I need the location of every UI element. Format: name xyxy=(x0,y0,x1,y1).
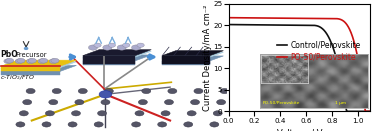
Circle shape xyxy=(158,122,167,127)
Polygon shape xyxy=(83,61,135,65)
Polygon shape xyxy=(162,56,210,64)
Polygon shape xyxy=(162,56,223,61)
Circle shape xyxy=(23,100,32,105)
Circle shape xyxy=(42,122,51,127)
Circle shape xyxy=(17,58,25,63)
Circle shape xyxy=(101,100,110,105)
Circle shape xyxy=(103,45,112,50)
Circle shape xyxy=(187,111,196,116)
Circle shape xyxy=(26,88,35,94)
Polygon shape xyxy=(1,60,76,66)
Circle shape xyxy=(117,45,126,50)
Polygon shape xyxy=(83,51,151,57)
Circle shape xyxy=(15,59,23,64)
Polygon shape xyxy=(162,61,210,65)
Circle shape xyxy=(99,91,112,98)
Circle shape xyxy=(52,88,61,94)
Circle shape xyxy=(51,58,59,63)
Circle shape xyxy=(161,111,170,116)
Polygon shape xyxy=(83,55,151,61)
Legend: Control/Perovskite, PO-50/Perovskite: Control/Perovskite, PO-50/Perovskite xyxy=(274,38,364,64)
Polygon shape xyxy=(83,50,151,56)
Circle shape xyxy=(6,58,14,63)
Text: c-TiO$_2$/FTO: c-TiO$_2$/FTO xyxy=(0,73,35,81)
Circle shape xyxy=(98,111,107,116)
Circle shape xyxy=(220,88,229,94)
Circle shape xyxy=(132,122,141,127)
Circle shape xyxy=(25,48,28,49)
Circle shape xyxy=(45,111,54,116)
Polygon shape xyxy=(162,51,223,56)
Circle shape xyxy=(26,59,35,64)
Circle shape xyxy=(49,100,58,105)
Circle shape xyxy=(16,122,25,127)
Polygon shape xyxy=(162,52,223,57)
Circle shape xyxy=(164,100,174,105)
Circle shape xyxy=(142,88,151,94)
Circle shape xyxy=(191,100,200,105)
Circle shape xyxy=(108,43,116,47)
Circle shape xyxy=(94,122,103,127)
Circle shape xyxy=(138,100,147,105)
Circle shape xyxy=(94,43,101,47)
Circle shape xyxy=(68,122,77,127)
Circle shape xyxy=(194,88,203,94)
Circle shape xyxy=(104,88,113,94)
Polygon shape xyxy=(83,56,135,64)
Circle shape xyxy=(19,111,28,116)
Circle shape xyxy=(40,58,48,63)
Text: PbO: PbO xyxy=(0,50,18,59)
Circle shape xyxy=(137,43,144,47)
Circle shape xyxy=(213,111,222,116)
Text: Precursor: Precursor xyxy=(15,52,47,58)
Polygon shape xyxy=(1,68,60,69)
Polygon shape xyxy=(1,65,76,71)
Y-axis label: Current Density/mA cm⁻²: Current Density/mA cm⁻² xyxy=(203,4,212,111)
Polygon shape xyxy=(162,57,210,59)
Circle shape xyxy=(210,122,219,127)
Circle shape xyxy=(135,111,144,116)
Circle shape xyxy=(75,100,84,105)
Polygon shape xyxy=(1,66,60,71)
Circle shape xyxy=(71,111,81,116)
X-axis label: Voltage / V: Voltage / V xyxy=(277,129,322,131)
Circle shape xyxy=(78,88,87,94)
Circle shape xyxy=(132,45,141,50)
Polygon shape xyxy=(1,62,76,68)
Circle shape xyxy=(217,100,226,105)
Circle shape xyxy=(88,45,98,50)
Circle shape xyxy=(184,122,193,127)
Circle shape xyxy=(28,58,36,63)
Circle shape xyxy=(122,43,130,47)
Circle shape xyxy=(49,59,57,64)
Circle shape xyxy=(4,59,12,64)
Polygon shape xyxy=(83,57,135,59)
Polygon shape xyxy=(1,71,60,75)
Circle shape xyxy=(38,59,46,64)
Circle shape xyxy=(168,88,177,94)
